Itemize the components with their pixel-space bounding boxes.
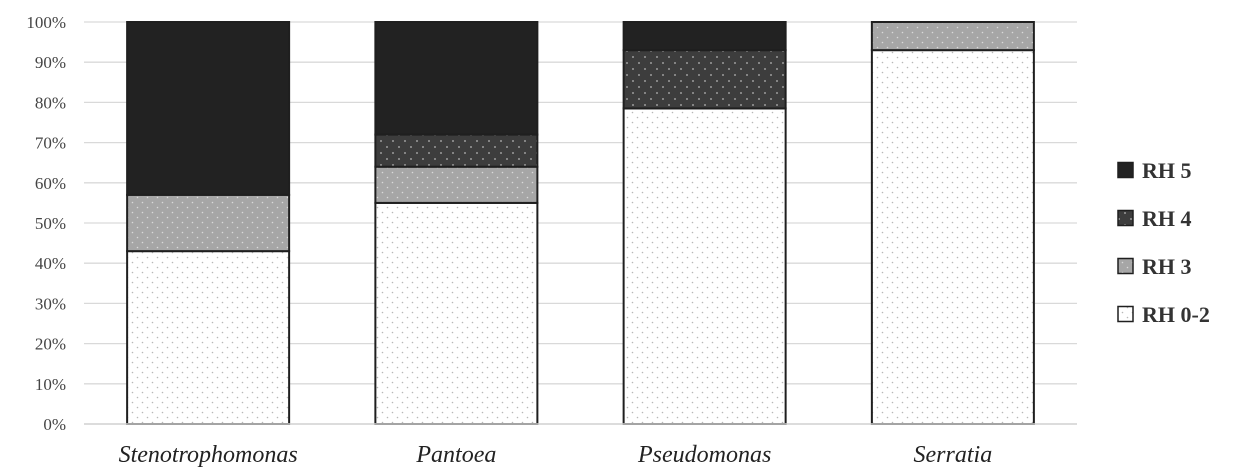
x-tick-label: Serratia [914, 442, 993, 468]
x-tick-label: Stenotrophomonas [119, 442, 298, 468]
y-tick-label: 0% [43, 415, 66, 434]
legend-label-rh-0-2: RH 0-2 [1142, 302, 1210, 327]
y-tick-label: 50% [35, 214, 66, 233]
y-axis-tick-labels: 0% 10% 20% 30% 40% 50% 60% 70% 80% 90% 100% [26, 13, 66, 434]
x-tick-label: Pseudomonas [637, 442, 771, 468]
x-axis-category-labels: Stenotrophomonas Pantoea Pseudomonas Serrat… [119, 442, 993, 468]
x-tick-label: Pantoea [415, 442, 496, 468]
y-tick-label: 30% [35, 294, 66, 313]
legend-label-rh-5: RH 5 [1142, 158, 1192, 183]
bar-stenotrophomonas-rh-0-2 [126, 250, 291, 425]
bar-stenotrophomonas-rh-3 [126, 193, 291, 253]
bar-pseudomonas-rh-5 [622, 21, 787, 52]
bar-serratia-rh-0-2 [870, 49, 1035, 425]
bar-pseudomonas-rh-0-2 [622, 107, 787, 426]
y-tick-label: 20% [35, 335, 66, 354]
y-tick-label: 80% [35, 93, 66, 112]
bar-pseudomonas-rh-4 [622, 49, 787, 110]
bar-pantoea-rh-4 [374, 133, 539, 168]
legend: RH 5 RH 4 RH 3 RH 0-2 [1117, 158, 1210, 327]
y-tick-label: 90% [35, 53, 66, 72]
legend-swatch-rh-5 [1117, 161, 1134, 179]
legend-swatch-rh-3 [1117, 257, 1134, 275]
legend-swatch-rh-4 [1117, 209, 1134, 227]
bar-serratia-rh-3 [870, 21, 1035, 52]
bar-pantoea-rh-0-2 [374, 201, 539, 425]
bar-pantoea-rh-3 [374, 165, 539, 204]
legend-swatch-rh-0-2 [1117, 305, 1134, 323]
legend-label-rh-3: RH 3 [1142, 254, 1192, 279]
legend-label-rh-4: RH 4 [1142, 206, 1192, 231]
bar-stenotrophomonas-rh-5 [126, 21, 291, 196]
y-tick-label: 60% [35, 174, 66, 193]
bar-pantoea-rh-5 [374, 21, 539, 136]
y-tick-label: 40% [35, 254, 66, 273]
bars [126, 21, 1035, 426]
y-tick-label: 70% [35, 134, 66, 153]
y-tick-label: 100% [26, 13, 66, 32]
y-tick-label: 10% [35, 375, 66, 394]
